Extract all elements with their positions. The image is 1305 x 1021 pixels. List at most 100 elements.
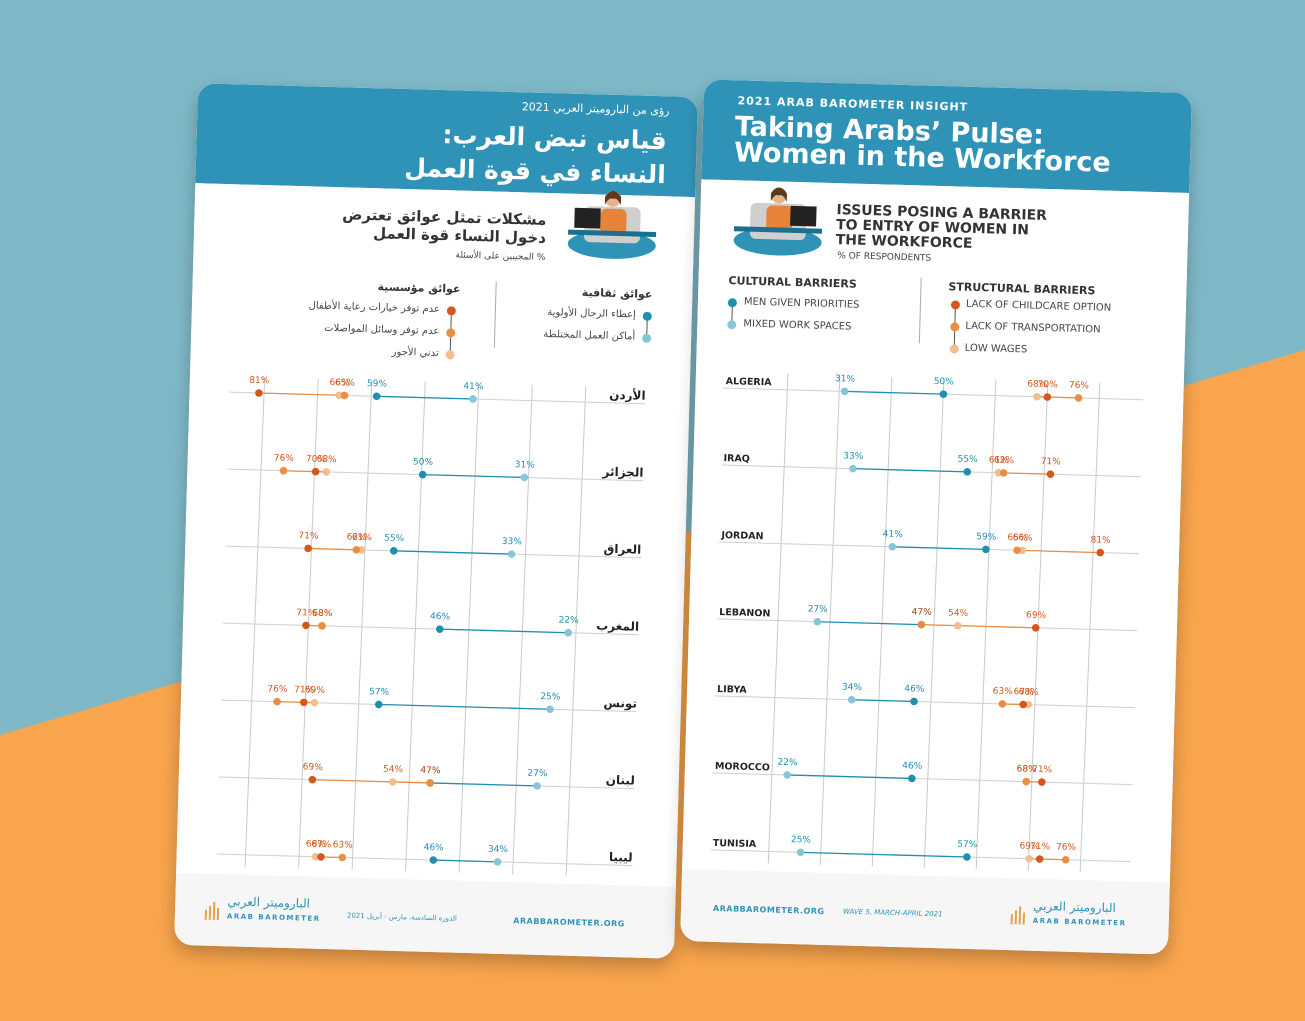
- legend-dot-childcare-en: [950, 300, 961, 310]
- arabic-footer: الباروميتر العربي ARAB BAROMETER الدورة …: [174, 872, 676, 959]
- value-label-childcare: 67%: [311, 840, 332, 851]
- worker-body: [766, 205, 793, 232]
- dot-mixed-spaces: [849, 464, 857, 473]
- dot-men-priorities: [910, 697, 918, 706]
- arabic-footer-logo-bars: [204, 901, 220, 921]
- value-label-childcare: 71%: [1030, 842, 1051, 853]
- structural-range-line: [1029, 858, 1066, 861]
- dot-mixed-spaces: [546, 705, 554, 714]
- value-label-transportation: 68%: [1016, 764, 1037, 775]
- structural-range-line: [921, 623, 1036, 629]
- arabic-content: مشكلات تمثل عوائق تعترض دخول النساء قوة …: [176, 183, 696, 887]
- dot-childcare: [1096, 548, 1105, 557]
- grid-line-3: [405, 381, 426, 872]
- dot-childcare: [1035, 855, 1044, 863]
- dot-men-priorities: [982, 545, 990, 554]
- structural-range-line: [1017, 549, 1101, 554]
- value-label-mixed-spaces: 41%: [883, 530, 904, 541]
- cultural-range-line: [852, 468, 968, 473]
- dot-transportation: [1013, 546, 1021, 555]
- arabic-structural-title: عوائق مؤسسية: [377, 280, 461, 296]
- legend-mixed-en: MIXED WORK SPACES: [743, 318, 852, 333]
- legend-men-ar: إعطاء الرجال الأولوية: [547, 307, 636, 321]
- value-label-transportation: 47%: [912, 607, 933, 618]
- country-label: المغرب: [596, 619, 639, 634]
- structural-range-line: [258, 392, 345, 397]
- country-label: الجزائر: [601, 465, 643, 480]
- country-label: الأردن: [609, 387, 646, 403]
- grid-line-0: [565, 386, 587, 876]
- row-baseline: [714, 695, 1135, 709]
- value-label-mixed-spaces: 31%: [515, 460, 536, 471]
- english-footer-url[interactable]: ARABBAROMETER.ORG: [712, 903, 825, 917]
- dot-low-wages: [357, 546, 366, 554]
- value-label-men-priorities: 59%: [367, 379, 388, 390]
- english-header: 2021 ARAB BAROMETER INSIGHT Taking Arabs…: [701, 79, 1192, 193]
- country-label: ALGERIA: [726, 376, 773, 388]
- value-label-men-priorities: 50%: [413, 457, 434, 468]
- value-label-mixed-spaces: 31%: [835, 374, 856, 385]
- grid-line-1: [512, 384, 533, 875]
- dot-mixed-spaces: [840, 387, 849, 396]
- dot-men-priorities: [372, 392, 381, 401]
- value-label-transportation: 68%: [312, 609, 333, 620]
- dot-childcare: [255, 389, 263, 397]
- arabic-kicker: رؤى من الباروميتر العربي 2021: [521, 100, 670, 118]
- dot-mixed-spaces: [888, 542, 897, 551]
- country-label: TUNISIA: [713, 838, 757, 850]
- grid-line-6: [1079, 382, 1101, 873]
- value-label-low-wages: 54%: [383, 765, 404, 776]
- dot-childcare: [1031, 624, 1040, 632]
- dot-transportation: [998, 700, 1007, 708]
- value-label-transportation: 63%: [993, 687, 1014, 698]
- english-card: 2021 ARAB BAROMETER INSIGHT Taking Arabs…: [680, 79, 1192, 955]
- cultural-range-line: [892, 546, 986, 551]
- english-footer-logo-bars: [1010, 906, 1025, 925]
- legend-dot-transport-en: [950, 322, 960, 332]
- value-label-men-priorities: 46%: [424, 843, 445, 854]
- value-label-mixed-spaces: 25%: [791, 835, 812, 846]
- english-footer-logo-en: ARAB BAROMETER: [1032, 916, 1127, 928]
- dot-men-priorities: [435, 625, 444, 633]
- value-label-low-wages: 68%: [1016, 764, 1037, 775]
- dot-transportation: [999, 469, 1008, 477]
- dot-mixed-spaces: [507, 550, 516, 558]
- value-label-transportation: 76%: [1056, 842, 1077, 853]
- value-label-men-priorities: 57%: [369, 687, 390, 698]
- value-label-childcare: 70%: [306, 454, 327, 465]
- country-label: LIBYA: [717, 684, 748, 696]
- legend-childcare-ar: عدم توفر خيارات رعاية الأطفال: [308, 300, 441, 316]
- legend-dot-transport-ar: [446, 328, 456, 338]
- dot-low-wages: [335, 391, 343, 400]
- structural-range-line: [277, 700, 315, 704]
- english-title: Taking Arabs’ Pulse: Women in the Workfo…: [734, 111, 1112, 178]
- dot-transportation: [1061, 855, 1070, 864]
- dot-mixed-spaces: [533, 782, 541, 790]
- arabic-header: رؤى من الباروميتر العربي 2021 قياس نبض ا…: [195, 83, 698, 198]
- value-label-mixed-spaces: 27%: [808, 604, 829, 615]
- arabic-dot-range-chart: الأردن 41% 59% 66%65% 81% الجزائر 31% 50% 68% 76%…: [216, 376, 646, 876]
- value-label-men-priorities: 46%: [902, 761, 923, 772]
- arabic-title: قياس نبض العرب: النساء في قوة العمل: [404, 117, 667, 192]
- grid-line-3: [923, 378, 945, 868]
- cultural-range-line: [439, 628, 569, 634]
- structural-range-line: [312, 778, 431, 784]
- value-label-mixed-spaces: 22%: [777, 758, 798, 769]
- english-pct-label: % OF RESPONDENTS: [837, 251, 932, 264]
- dot-transportation: [1074, 394, 1083, 402]
- arabic-footer-url[interactable]: ARABBAROMETER.ORG: [513, 916, 625, 929]
- value-label-mixed-spaces: 22%: [558, 615, 579, 626]
- arabic-legend-divider: [493, 281, 497, 348]
- value-label-transportation: 62%: [994, 456, 1015, 467]
- value-label-childcare: 71%: [294, 685, 315, 696]
- legend-dot-wages-en: [949, 344, 959, 354]
- english-cultural-title: CULTURAL BARRIERS: [728, 274, 857, 291]
- english-legend-divider: [918, 277, 922, 344]
- worker-monitor: [790, 205, 817, 227]
- value-label-transportation: 76%: [1069, 381, 1090, 392]
- value-label-men-priorities: 55%: [957, 455, 978, 466]
- value-label-men-priorities: 59%: [976, 532, 997, 543]
- value-label-childcare: 69%: [303, 762, 324, 773]
- arabic-footer-logo-en: ARAB BAROMETER: [226, 912, 321, 923]
- dot-men-priorities: [418, 470, 427, 479]
